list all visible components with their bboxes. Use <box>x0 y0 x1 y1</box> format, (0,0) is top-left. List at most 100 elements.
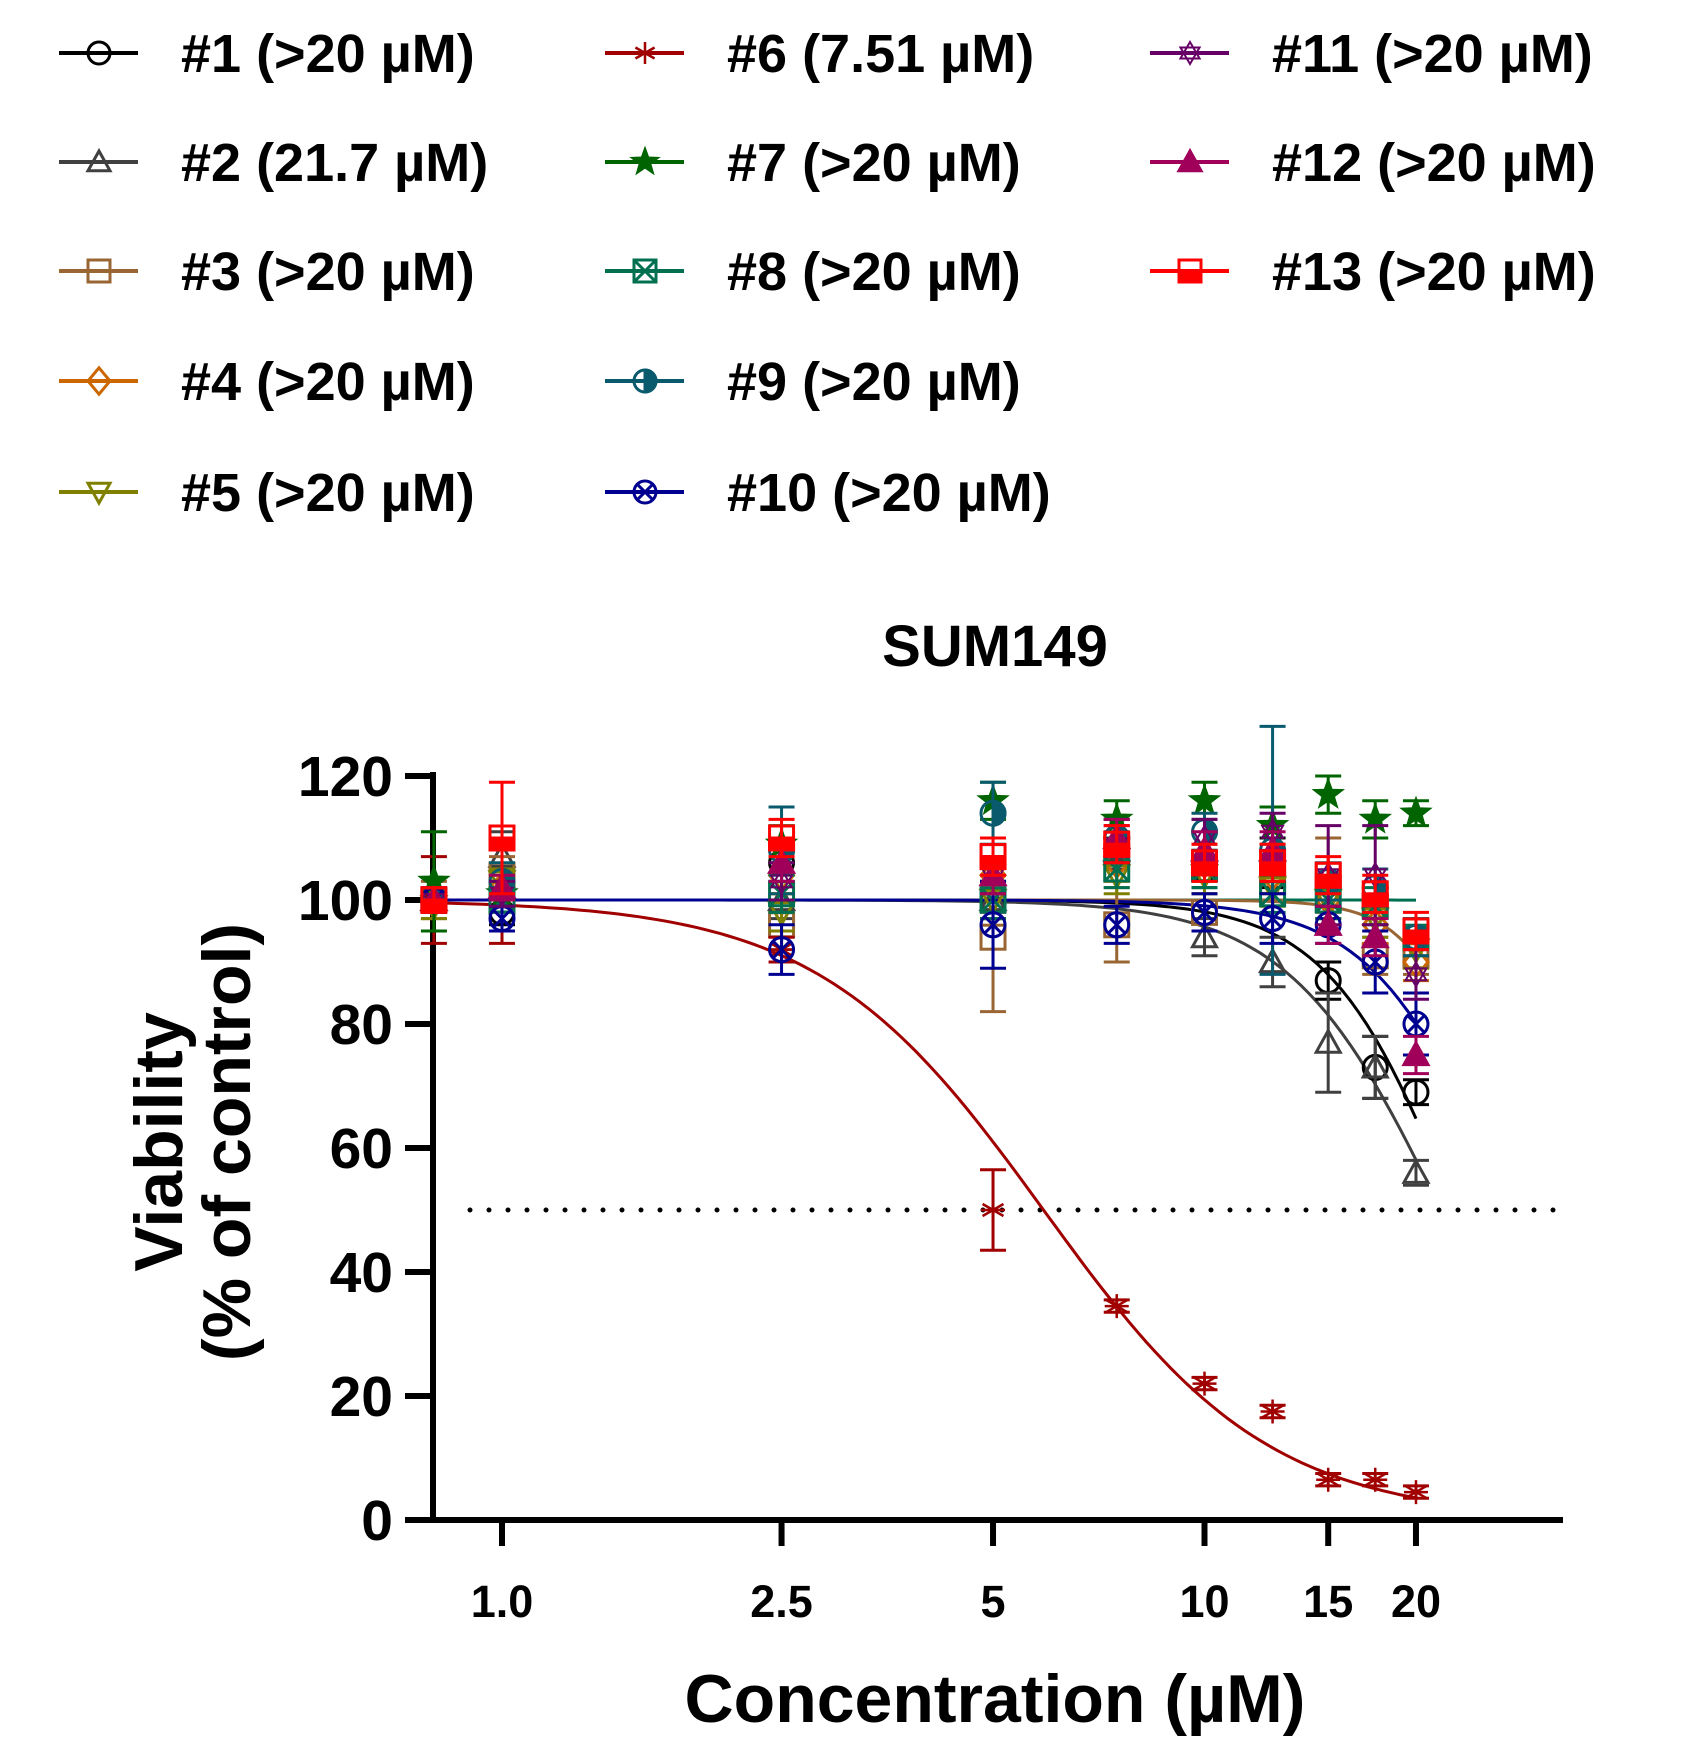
marker-triangle <box>1189 922 1220 949</box>
marker-asterisk <box>1104 1294 1129 1319</box>
x-tick-label: 15 <box>1303 1576 1353 1627</box>
marker-half-circle <box>643 368 658 394</box>
marker-asterisk <box>1316 1467 1341 1492</box>
fit-curve <box>433 898 1418 1025</box>
marker-asterisk <box>981 1198 1006 1222</box>
marker-asterisk <box>1260 1399 1285 1424</box>
legend-item: #8 (>20 µM) <box>605 242 1021 302</box>
marker-circle-x <box>1263 909 1283 929</box>
marker-hexagram <box>1178 46 1202 66</box>
legend-label: #13 (>20 µM) <box>1272 242 1596 302</box>
marker-hexagram <box>769 867 794 889</box>
series-12 <box>419 817 1431 1076</box>
marker-circle-x <box>983 915 1003 935</box>
legend-item: #3 (>20 µM) <box>59 242 475 302</box>
legend-label: #5 (>20 µM) <box>181 463 475 523</box>
legend-label: #7 (>20 µM) <box>727 133 1021 193</box>
y-tick-label: 120 <box>298 745 393 809</box>
legend-item: #10 (>20 µM) <box>605 463 1051 523</box>
marker-circle-x <box>1191 898 1218 926</box>
marker-asterisk <box>1363 1467 1388 1492</box>
marker-circle-x <box>1107 915 1127 935</box>
marker-hexagram <box>1403 967 1429 989</box>
marker-star <box>1399 795 1433 828</box>
marker-square-half <box>768 836 796 852</box>
legend-item: #6 (7.51 µM) <box>605 24 1034 84</box>
legend-label: #11 (>20 µM) <box>1272 24 1593 84</box>
marker-circle-x <box>772 940 792 960</box>
marker-triangle <box>85 147 113 173</box>
error-bar <box>1315 991 1342 1094</box>
marker-triangle <box>1313 1027 1343 1054</box>
legend-item: #4 (>20 µM) <box>59 352 475 412</box>
error-bar <box>1362 1034 1389 1100</box>
legend: #1 (>20 µM) #2 (21.7 µM) #3 (>20 µM) #4 (>2… <box>59 24 1596 523</box>
legend-label: #8 (>20 µM) <box>727 242 1021 302</box>
fit-curve <box>433 898 1418 1161</box>
legend-item: #12 (>20 µM) <box>1150 133 1596 193</box>
marker-hexagram <box>1178 40 1202 60</box>
marker-star <box>629 145 661 176</box>
marker-square-half <box>1259 861 1287 877</box>
y-axis-label-line2: (% of control) <box>189 923 265 1361</box>
x-tick-label: 1.0 <box>471 1576 534 1627</box>
legend-label: #3 (>20 µM) <box>181 242 475 302</box>
marker-circle-x <box>1259 905 1287 933</box>
marker-diamond <box>86 365 112 397</box>
marker-square-half <box>1361 892 1389 908</box>
y-tick-label: 60 <box>330 1117 393 1181</box>
legend-item: #13 (>20 µM) <box>1150 242 1596 302</box>
x-tick-label: 10 <box>1179 1576 1229 1627</box>
legend-label: #2 (21.7 µM) <box>181 133 488 193</box>
marker-asterisk <box>634 42 656 64</box>
legend-item: #1 (>20 µM) <box>59 24 475 84</box>
marker-triangle <box>1360 1052 1390 1079</box>
legend-item: #5 (>20 µM) <box>59 463 475 523</box>
marker-square-half <box>488 836 516 852</box>
marker-triangle-filled <box>1360 922 1390 949</box>
marker-circle-x <box>768 936 796 964</box>
y-tick-label: 20 <box>330 1365 393 1429</box>
marker-square-half <box>1177 269 1203 284</box>
marker-square-half <box>1402 929 1430 945</box>
marker-circle-x <box>636 483 654 501</box>
marker-circle-x <box>492 909 512 929</box>
marker-triangle-filled <box>1401 1039 1431 1067</box>
marker-square-x <box>632 258 658 284</box>
marker-hexagram <box>1363 868 1388 890</box>
marker-circle-x <box>632 479 658 505</box>
marker-square-half <box>1314 873 1342 889</box>
marker-half-circle <box>991 799 1007 827</box>
fit-curves <box>433 898 1418 1500</box>
marker-star <box>1311 777 1346 809</box>
marker-square <box>86 258 112 284</box>
marker-circle-x <box>1195 902 1214 922</box>
y-axis-label: Viability(% of control) <box>121 923 265 1361</box>
marker-asterisk <box>1192 1371 1217 1396</box>
legend-item: #7 (>20 µM) <box>605 133 1021 193</box>
marker-triangle-filled <box>1176 147 1204 173</box>
legend-label: #10 (>20 µM) <box>727 463 1051 523</box>
marker-circle-x <box>1103 911 1131 939</box>
marker-hexagram <box>1260 824 1285 846</box>
x-tick-label: 2.5 <box>750 1576 813 1627</box>
marker-asterisk <box>1403 1480 1428 1505</box>
marker-hexagram <box>1403 960 1429 982</box>
legend-item: #9 (>20 µM) <box>605 352 1021 412</box>
marker-square-half <box>979 855 1007 871</box>
x-tick-label: 20 <box>1391 1576 1441 1627</box>
marker-triangle-filled <box>1313 909 1343 936</box>
y-tick-label: 100 <box>298 869 393 933</box>
legend-item: #11 (>20 µM) <box>1150 24 1593 84</box>
x-tick-label: 5 <box>981 1576 1006 1627</box>
marker-circle <box>86 40 112 66</box>
marker-triangle-filled <box>767 847 797 874</box>
chart-title: SUM149 <box>882 614 1108 679</box>
y-tick-label: 0 <box>361 1489 393 1553</box>
marker-circle <box>1402 1078 1430 1106</box>
y-tick-label: 40 <box>330 1241 393 1305</box>
y-tick-label: 80 <box>330 993 393 1057</box>
marker-square-x <box>1103 855 1130 883</box>
legend-label: #1 (>20 µM) <box>181 24 475 84</box>
